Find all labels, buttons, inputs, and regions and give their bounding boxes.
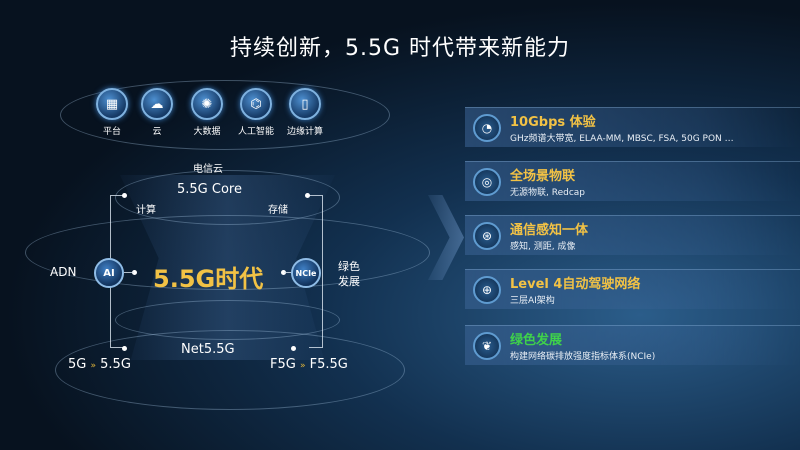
iot-icon: ◎ bbox=[473, 168, 501, 196]
feature-title: 绿色发展 bbox=[510, 333, 563, 348]
icon-label-edge: 边缘计算 bbox=[286, 127, 323, 137]
connector-dot bbox=[122, 193, 127, 198]
top-ring bbox=[60, 80, 390, 150]
connector-dot bbox=[291, 346, 296, 351]
middle-ring bbox=[25, 215, 430, 290]
leaf-icon: ❦ bbox=[473, 332, 501, 360]
feature-card-autonomous: ⊕ Level 4自动驾驶网络 三层AI架构 bbox=[465, 269, 800, 309]
sensing-icon: ⊛ bbox=[473, 222, 501, 250]
feature-title: Level 4自动驾驶网络 bbox=[510, 277, 641, 292]
net-label: Net5.5G bbox=[181, 342, 235, 357]
core-label: 5.5G Core bbox=[177, 182, 242, 197]
feature-subtitle: 无源物联, Redcap bbox=[510, 188, 585, 198]
icon-label-ai: 人工智能 bbox=[237, 127, 274, 137]
ai-badge: AI bbox=[94, 258, 124, 288]
to-f55g: F5.5G bbox=[309, 357, 348, 372]
feature-title: 全场景物联 bbox=[510, 169, 576, 184]
feature-card-green: ❦ 绿色发展 构建网络碳排放强度指标体系(NCIe) bbox=[465, 325, 800, 365]
connector-line bbox=[124, 272, 134, 273]
feature-card-sensing: ⊛ 通信感知一体 感知, 测距, 成像 bbox=[465, 215, 800, 255]
double-chevron-icon: » bbox=[90, 361, 97, 371]
icon-label-big-data: 大数据 bbox=[193, 127, 221, 137]
connector-dot bbox=[305, 193, 310, 198]
ai-chip-icon: ⌬ bbox=[240, 88, 272, 120]
double-chevron-icon: » bbox=[299, 361, 306, 371]
right-bracket bbox=[309, 195, 323, 348]
icon-label-cloud: 云 bbox=[152, 127, 162, 137]
telecom-cloud-label: 电信云 bbox=[193, 164, 223, 175]
feature-subtitle: GHz频谱大带宽, ELAA-MM, MBSC, FSA, 50G PON … bbox=[510, 134, 734, 144]
mobile-evolution: 5G » 5.5G bbox=[68, 357, 131, 372]
autonomous-network-icon: ⊕ bbox=[473, 276, 501, 304]
speed-gauge-icon: ◔ bbox=[473, 114, 501, 142]
from-5g: 5G bbox=[68, 357, 87, 372]
platform-icon: ▦ bbox=[96, 88, 128, 120]
feature-title: 通信感知一体 bbox=[510, 223, 589, 238]
slide-title: 持续创新，5.5G 时代带来新能力 bbox=[229, 36, 571, 61]
cloud-icon: ☁ bbox=[141, 88, 173, 120]
to-55g: 5.5G bbox=[100, 357, 131, 372]
chevron-arrow-icon bbox=[428, 195, 464, 280]
connector-dot bbox=[122, 346, 127, 351]
bottom-ring bbox=[55, 330, 405, 410]
connector-dot bbox=[132, 270, 137, 275]
feature-subtitle: 构建网络碳排放强度指标体系(NCIe) bbox=[510, 352, 656, 362]
storage-label: 存储 bbox=[268, 205, 288, 216]
fixed-evolution: F5G » F5.5G bbox=[270, 357, 348, 372]
green-label-1: 绿色 bbox=[338, 260, 360, 273]
feature-subtitle: 感知, 测距, 成像 bbox=[510, 242, 576, 252]
from-f5g: F5G bbox=[270, 357, 296, 372]
icon-label-platform: 平台 bbox=[102, 127, 121, 137]
green-label-2: 发展 bbox=[338, 275, 360, 288]
compute-label: 计算 bbox=[136, 205, 156, 216]
big-data-icon: ✺ bbox=[191, 88, 223, 120]
connector-line bbox=[284, 272, 296, 273]
adn-label: ADN bbox=[50, 265, 77, 279]
feature-subtitle: 三层AI架构 bbox=[510, 296, 555, 306]
era-title: 5.5G时代 bbox=[153, 265, 264, 293]
feature-card-iot: ◎ 全场景物联 无源物联, Redcap bbox=[465, 161, 800, 201]
connector-dot bbox=[281, 270, 286, 275]
feature-card-10gbps: ◔ 10Gbps 体验 GHz频谱大带宽, ELAA-MM, MBSC, FSA… bbox=[465, 107, 800, 147]
edge-computing-icon: ▯ bbox=[289, 88, 321, 120]
feature-title: 10Gbps 体验 bbox=[510, 115, 596, 130]
ncie-badge: NCIe bbox=[291, 258, 321, 288]
